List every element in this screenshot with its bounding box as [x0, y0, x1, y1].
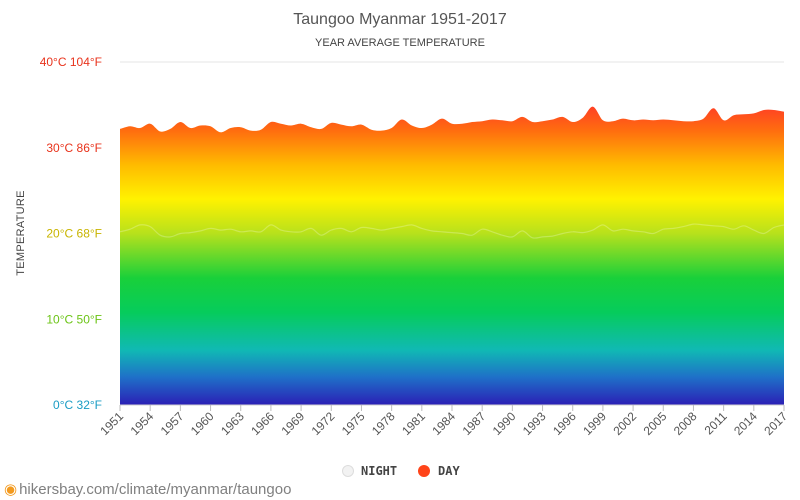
- y-axis-ticks: 0°C 32°F 10°C 50°F 20°C 68°F 30°C 86°F 40°C …: [40, 55, 102, 412]
- x-tick-label: 1984: [429, 409, 458, 438]
- x-tick-label: 1963: [218, 409, 247, 438]
- x-tick-label: 1993: [520, 409, 549, 438]
- y-tick-label: 30°C 86°F: [46, 141, 102, 155]
- x-tick-label: 1996: [550, 409, 579, 438]
- x-tick-label: 2011: [702, 409, 730, 437]
- source-url: hikersbay.com/climate/myanmar/taungoo: [19, 481, 292, 498]
- chart-subtitle: YEAR AVERAGE TEMPERATURE: [315, 37, 485, 49]
- y-tick-label: 40°C 104°F: [40, 55, 102, 69]
- series-night-line: [119, 223, 785, 239]
- x-tick-label: 1987: [460, 409, 489, 438]
- series-night-area: [120, 224, 784, 405]
- x-tick-label: 1954: [128, 409, 157, 438]
- x-tick-label: 1966: [248, 409, 277, 438]
- x-axis-ticks: 1951 1954 1957 1960 1963 1966 1969 1972 1975 1978…: [97, 405, 790, 438]
- y-tick-label: 20°C 68°F: [46, 227, 102, 241]
- x-tick-label: 1957: [158, 409, 187, 438]
- legend-label-night: NIGHT: [361, 464, 397, 478]
- legend-item-night[interactable]: NIGHT: [342, 464, 398, 478]
- x-tick-label: 1981: [399, 409, 428, 438]
- x-tick-label: 2005: [641, 409, 670, 438]
- map-pin-icon: ◉: [4, 481, 18, 498]
- x-tick-label: 1972: [309, 409, 338, 438]
- y-tick-label: 0°C 32°F: [53, 398, 102, 412]
- legend-label-day: DAY: [438, 464, 460, 478]
- x-tick-label: 1978: [369, 409, 398, 438]
- x-tick-label: 1990: [490, 409, 519, 438]
- plot-area: [119, 106, 785, 406]
- y-axis-label: TEMPERATURE: [15, 190, 27, 276]
- x-tick-label: 1999: [580, 409, 609, 438]
- x-tick-label: 2014: [731, 409, 760, 438]
- x-tick-label: 2002: [610, 409, 639, 438]
- legend-item-day[interactable]: DAY: [418, 464, 460, 478]
- x-tick-label: 2008: [671, 409, 700, 438]
- day-legend-icon: [418, 465, 430, 477]
- chart-title: Taungoo Myanmar 1951-2017: [293, 11, 507, 28]
- legend: NIGHT DAY: [342, 464, 460, 478]
- x-tick-label: 1960: [188, 409, 217, 438]
- y-tick-label: 10°C 50°F: [46, 312, 102, 326]
- x-tick-label: 1951: [97, 409, 126, 438]
- x-tick-label: 2017: [761, 409, 790, 438]
- night-legend-icon: [342, 465, 354, 477]
- x-tick-label: 1975: [339, 409, 368, 438]
- source-link[interactable]: ◉ hikersbay.com/climate/myanmar/taungoo: [4, 480, 291, 498]
- x-tick-label: 1969: [278, 409, 307, 438]
